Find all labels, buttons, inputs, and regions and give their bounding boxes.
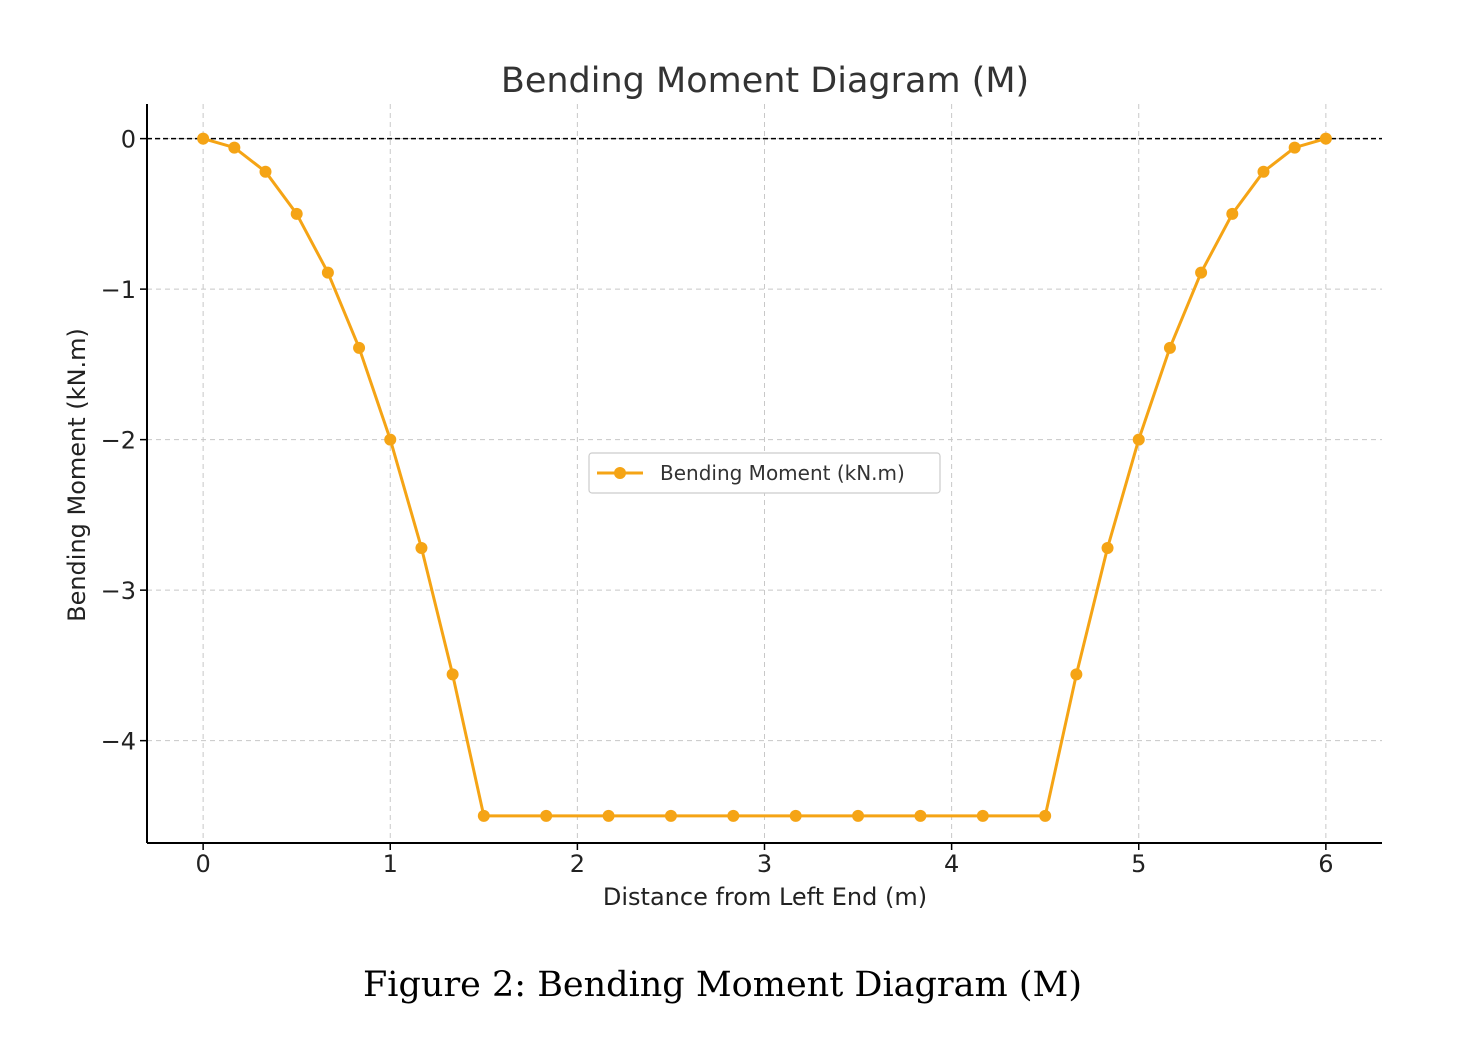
- x-tick-label-3: 3: [757, 850, 772, 878]
- x-tick-label-6: 6: [1318, 850, 1333, 878]
- data-point-12: [664, 809, 677, 822]
- data-point-0: [197, 132, 210, 145]
- x-tick-label-4: 4: [944, 850, 959, 878]
- data-point-27: [1319, 132, 1332, 145]
- data-point-4: [321, 266, 334, 279]
- data-point-13: [727, 809, 740, 822]
- legend-label: Bending Moment (kN.m): [660, 461, 905, 485]
- data-point-21: [1132, 433, 1145, 446]
- data-point-26: [1288, 141, 1301, 154]
- data-point-19: [1070, 668, 1083, 681]
- y-axis-label: Bending Moment (kN.m): [63, 328, 91, 622]
- y-axis-ticks: 0 −1 −2 −3 −4: [101, 126, 147, 756]
- data-point-3: [290, 207, 303, 220]
- chart-title: Bending Moment Diagram (M): [501, 61, 1029, 101]
- chart: Bending Moment Diagram (M) 0 1 2 3 4 5 6 0 −1 −2…: [63, 61, 1382, 911]
- x-tick-label-2: 2: [570, 850, 585, 878]
- legend: Bending Moment (kN.m): [588, 452, 941, 494]
- figure-caption: Figure 2: Bending Moment Diagram (M): [363, 965, 1082, 1005]
- y-tick-label-1: −1: [101, 276, 136, 304]
- data-point-8: [446, 668, 459, 681]
- series: [197, 132, 1332, 822]
- y-tick-label-2: −2: [101, 427, 136, 455]
- data-point-1: [228, 141, 241, 154]
- data-point-22: [1163, 341, 1176, 354]
- x-tick-label-5: 5: [1131, 850, 1146, 878]
- data-point-5: [353, 341, 366, 354]
- data-point-11: [602, 809, 615, 822]
- data-point-20: [1101, 542, 1114, 555]
- data-point-25: [1257, 165, 1270, 178]
- legend-marker-sample: [614, 467, 626, 479]
- data-point-17: [976, 809, 989, 822]
- x-tick-label-0: 0: [195, 850, 210, 878]
- data-point-24: [1226, 207, 1239, 220]
- data-point-23: [1195, 266, 1208, 279]
- data-point-9: [477, 809, 490, 822]
- data-point-10: [540, 809, 553, 822]
- x-tick-label-1: 1: [383, 850, 398, 878]
- y-tick-label-3: −3: [101, 577, 136, 605]
- data-point-16: [914, 809, 927, 822]
- x-axis-ticks: 0 1 2 3 4 5 6: [195, 843, 1334, 878]
- data-point-6: [384, 433, 397, 446]
- data-point-7: [415, 542, 428, 555]
- y-tick-label-4: −4: [101, 728, 136, 756]
- data-point-15: [852, 809, 865, 822]
- legend-box: [588, 452, 941, 494]
- data-point-2: [259, 165, 272, 178]
- x-axis-label: Distance from Left End (m): [603, 883, 927, 911]
- series-line-0: [202, 137, 1327, 818]
- data-point-18: [1039, 809, 1052, 822]
- y-tick-label-0: 0: [121, 126, 136, 154]
- data-point-14: [789, 809, 802, 822]
